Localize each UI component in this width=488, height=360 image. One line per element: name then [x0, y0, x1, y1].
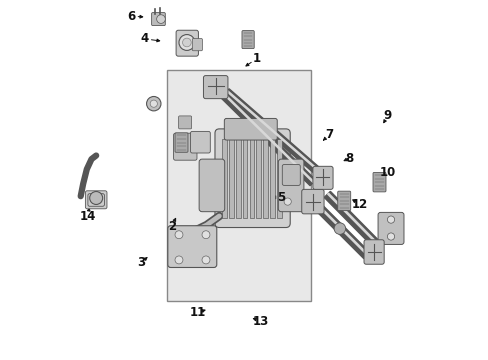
- FancyBboxPatch shape: [278, 159, 303, 212]
- Bar: [276, 139, 281, 218]
- Bar: [249, 139, 254, 218]
- Text: 12: 12: [351, 198, 367, 211]
- FancyBboxPatch shape: [88, 194, 104, 206]
- FancyBboxPatch shape: [175, 133, 187, 152]
- Circle shape: [175, 231, 183, 239]
- Text: 9: 9: [383, 109, 391, 122]
- FancyBboxPatch shape: [242, 31, 254, 49]
- Text: 5: 5: [277, 191, 285, 204]
- Circle shape: [146, 96, 161, 111]
- Text: 4: 4: [140, 32, 148, 45]
- Text: 7: 7: [325, 129, 332, 141]
- FancyBboxPatch shape: [224, 118, 277, 140]
- Text: 11: 11: [189, 306, 205, 319]
- Text: 10: 10: [379, 166, 395, 179]
- Polygon shape: [212, 84, 315, 186]
- Circle shape: [386, 216, 394, 223]
- Bar: [228, 139, 233, 218]
- Circle shape: [386, 233, 394, 240]
- Bar: [222, 139, 226, 218]
- Bar: [167, 70, 310, 301]
- FancyBboxPatch shape: [301, 189, 324, 214]
- FancyBboxPatch shape: [363, 240, 384, 264]
- Circle shape: [89, 192, 102, 204]
- Bar: [256, 139, 261, 218]
- Circle shape: [284, 166, 291, 173]
- FancyBboxPatch shape: [85, 191, 107, 209]
- Text: 3: 3: [137, 256, 144, 269]
- FancyBboxPatch shape: [312, 166, 332, 189]
- FancyBboxPatch shape: [192, 39, 202, 51]
- FancyBboxPatch shape: [215, 129, 289, 228]
- Text: 6: 6: [127, 10, 135, 23]
- Polygon shape: [327, 193, 378, 245]
- Text: 8: 8: [344, 152, 352, 165]
- Polygon shape: [224, 89, 325, 179]
- Polygon shape: [309, 199, 369, 258]
- Bar: [263, 139, 267, 218]
- Circle shape: [156, 15, 165, 23]
- Circle shape: [182, 38, 191, 47]
- FancyBboxPatch shape: [199, 159, 224, 212]
- Circle shape: [333, 223, 345, 234]
- Circle shape: [150, 100, 157, 107]
- FancyBboxPatch shape: [173, 133, 197, 160]
- FancyBboxPatch shape: [377, 212, 403, 244]
- FancyBboxPatch shape: [178, 116, 191, 129]
- FancyBboxPatch shape: [372, 172, 385, 192]
- Polygon shape: [226, 91, 324, 176]
- Polygon shape: [313, 201, 367, 255]
- FancyBboxPatch shape: [167, 226, 216, 267]
- FancyBboxPatch shape: [151, 13, 165, 26]
- Circle shape: [202, 231, 209, 239]
- Bar: [235, 139, 240, 218]
- Circle shape: [202, 256, 209, 264]
- FancyBboxPatch shape: [337, 191, 350, 211]
- Text: 1: 1: [252, 52, 261, 65]
- Text: 13: 13: [252, 315, 268, 328]
- Circle shape: [179, 35, 194, 50]
- Circle shape: [175, 256, 183, 264]
- Bar: [242, 139, 247, 218]
- FancyBboxPatch shape: [190, 131, 210, 153]
- Circle shape: [284, 198, 291, 205]
- Text: 2: 2: [167, 220, 176, 233]
- FancyBboxPatch shape: [282, 165, 300, 185]
- Bar: [269, 139, 274, 218]
- Polygon shape: [215, 85, 313, 183]
- FancyBboxPatch shape: [203, 76, 227, 99]
- Text: 14: 14: [80, 210, 96, 222]
- FancyBboxPatch shape: [176, 30, 198, 56]
- Polygon shape: [324, 192, 380, 248]
